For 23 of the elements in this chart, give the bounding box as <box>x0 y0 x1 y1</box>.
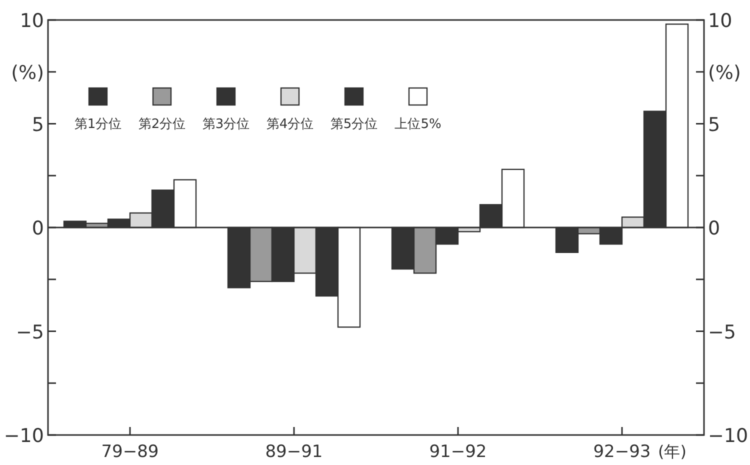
y2-tick-label: −10 <box>708 425 748 447</box>
x-tick-label: 92−93 <box>593 442 651 462</box>
y2-tick-label: −5 <box>708 321 736 344</box>
x-tick-label: 91−92 <box>429 442 487 462</box>
y2-tick-label: 0 <box>708 218 720 240</box>
y-tick-label: (%) <box>11 62 44 84</box>
x-axis-title: (年) <box>658 442 686 461</box>
y2-tick-label: (%) <box>708 62 741 84</box>
y2-tick-label: 10 <box>708 10 732 32</box>
y-tick-label: −5 <box>16 321 44 344</box>
y-tick-label: 0 <box>32 218 44 240</box>
legend-label: 第3分位 <box>202 117 250 132</box>
y-tick-label: 10 <box>20 10 44 32</box>
y-tick-label: 5 <box>32 114 44 136</box>
legend-label: 第2分位 <box>138 117 186 132</box>
legend-label: 第1分位 <box>74 117 122 132</box>
x-tick-label: 79−89 <box>101 442 159 462</box>
legend-label: 上位5% <box>394 117 442 132</box>
y-tick-label: −10 <box>4 425 44 447</box>
legend-label: 第4分位 <box>266 117 314 132</box>
legend-label: 第5分位 <box>330 117 378 132</box>
x-tick-label: 89−91 <box>265 442 323 462</box>
y2-tick-label: 5 <box>708 114 720 136</box>
